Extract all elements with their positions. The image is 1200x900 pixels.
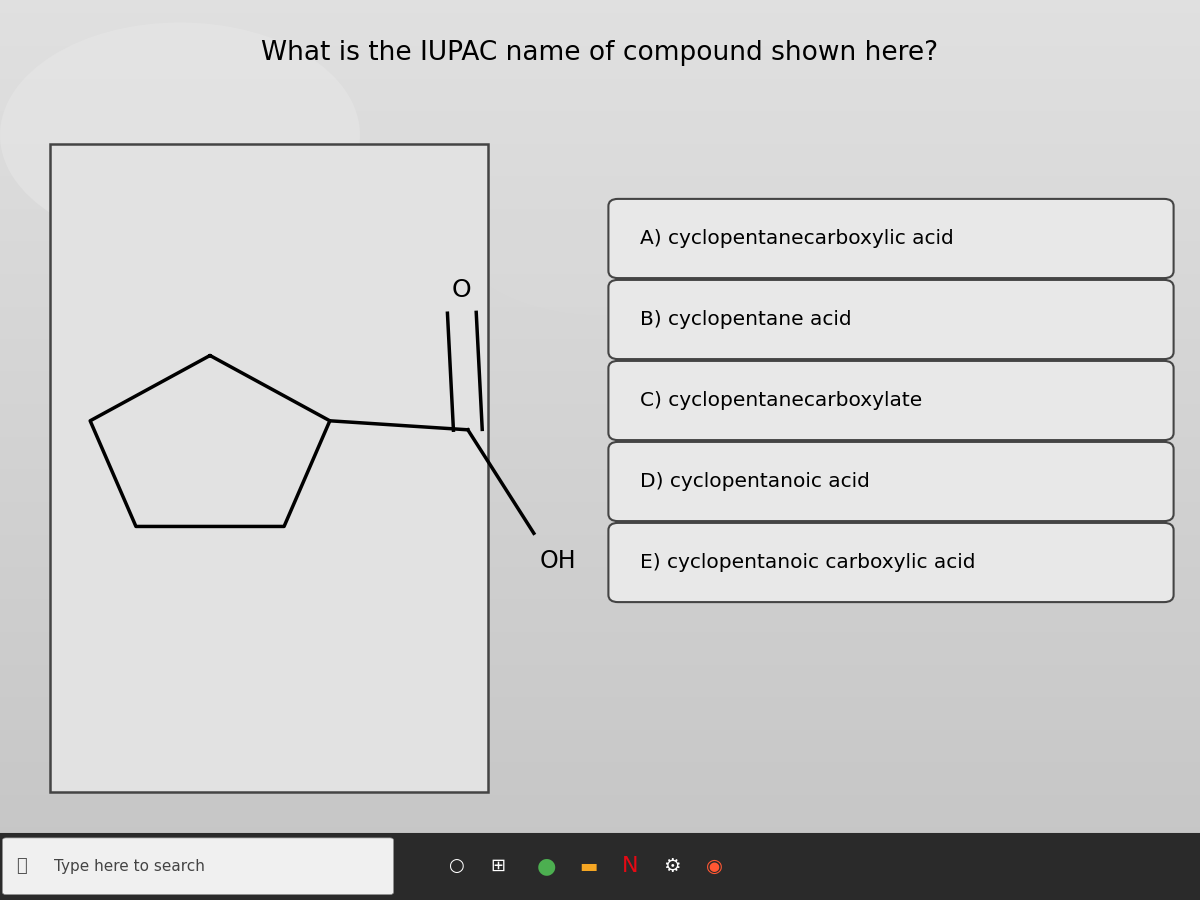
Ellipse shape	[0, 22, 360, 248]
Text: Type here to search: Type here to search	[54, 859, 205, 874]
Text: OH: OH	[540, 550, 576, 573]
Text: ⊞: ⊞	[491, 857, 505, 875]
FancyBboxPatch shape	[2, 838, 394, 895]
Text: E) cyclopentanoic carboxylic acid: E) cyclopentanoic carboxylic acid	[640, 553, 976, 572]
FancyBboxPatch shape	[608, 280, 1174, 359]
Text: B) cyclopentane acid: B) cyclopentane acid	[640, 310, 851, 329]
Text: O: O	[452, 278, 472, 302]
FancyBboxPatch shape	[608, 361, 1174, 440]
Text: N: N	[622, 856, 638, 877]
Text: ◉: ◉	[706, 857, 722, 876]
Bar	[0, 832, 1200, 900]
Text: D) cyclopentanoic acid: D) cyclopentanoic acid	[640, 472, 870, 491]
Text: What is the IUPAC name of compound shown here?: What is the IUPAC name of compound shown…	[262, 40, 938, 67]
Text: ▬: ▬	[578, 857, 598, 876]
Text: ●: ●	[536, 856, 556, 877]
Text: C) cyclopentanecarboxylate: C) cyclopentanecarboxylate	[640, 391, 922, 410]
Text: ⚙: ⚙	[664, 857, 680, 876]
FancyBboxPatch shape	[608, 442, 1174, 521]
Text: ⌕: ⌕	[17, 857, 26, 875]
Text: A) cyclopentanecarboxylic acid: A) cyclopentanecarboxylic acid	[640, 229, 953, 248]
FancyBboxPatch shape	[608, 199, 1174, 278]
FancyBboxPatch shape	[608, 523, 1174, 602]
FancyBboxPatch shape	[50, 144, 488, 792]
Ellipse shape	[450, 135, 750, 315]
Text: ○: ○	[448, 857, 464, 875]
